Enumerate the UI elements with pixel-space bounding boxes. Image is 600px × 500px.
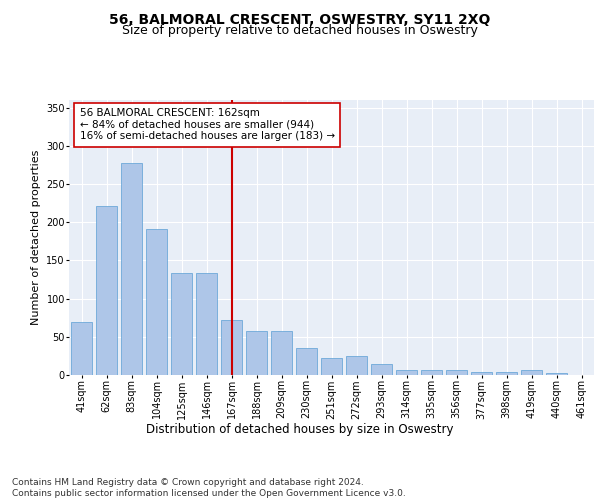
Bar [321, 358, 342, 375]
Bar [271, 332, 292, 375]
Bar [96, 206, 117, 375]
Text: 56 BALMORAL CRESCENT: 162sqm
← 84% of detached houses are smaller (944)
16% of s: 56 BALMORAL CRESCENT: 162sqm ← 84% of de… [79, 108, 335, 142]
Bar [546, 374, 567, 375]
Y-axis label: Number of detached properties: Number of detached properties [31, 150, 41, 325]
Bar [296, 348, 317, 375]
Text: Distribution of detached houses by size in Oswestry: Distribution of detached houses by size … [146, 422, 454, 436]
Text: Contains HM Land Registry data © Crown copyright and database right 2024.
Contai: Contains HM Land Registry data © Crown c… [12, 478, 406, 498]
Bar [171, 272, 192, 375]
Text: 56, BALMORAL CRESCENT, OSWESTRY, SY11 2XQ: 56, BALMORAL CRESCENT, OSWESTRY, SY11 2X… [109, 12, 491, 26]
Bar [221, 320, 242, 375]
Bar [371, 364, 392, 375]
Bar [496, 372, 517, 375]
Bar [121, 164, 142, 375]
Bar [196, 272, 217, 375]
Bar [396, 370, 417, 375]
Bar [421, 370, 442, 375]
Bar [246, 332, 267, 375]
Bar [446, 370, 467, 375]
Bar [521, 370, 542, 375]
Bar [471, 372, 492, 375]
Text: Size of property relative to detached houses in Oswestry: Size of property relative to detached ho… [122, 24, 478, 37]
Bar [146, 229, 167, 375]
Bar [346, 356, 367, 375]
Bar [71, 322, 92, 375]
